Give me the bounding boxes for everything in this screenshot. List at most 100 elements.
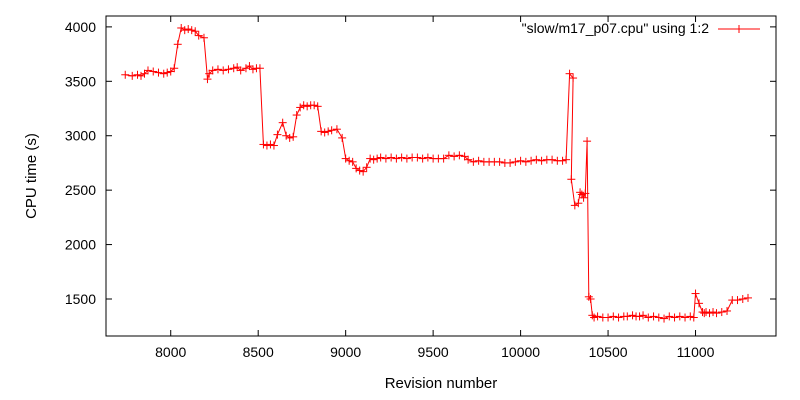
data-point [184, 25, 193, 34]
data-point [282, 131, 291, 140]
data-point [474, 156, 483, 165]
data-point [588, 311, 597, 320]
data-point [327, 126, 336, 135]
data-point [548, 155, 557, 164]
data-point [660, 314, 669, 323]
data-point [584, 292, 593, 301]
data-point [224, 65, 233, 74]
data-point [366, 154, 375, 163]
data-point [143, 66, 152, 75]
x-tick-label: 8000 [155, 344, 186, 360]
data-point [299, 101, 308, 110]
y-tick-label: 3000 [65, 128, 96, 144]
data-point [359, 167, 368, 176]
data-point [369, 155, 378, 164]
data-point [173, 40, 182, 49]
data-point [569, 74, 578, 83]
data-point [649, 312, 658, 321]
data-point [439, 154, 448, 163]
data-point [609, 312, 618, 321]
data-point [444, 151, 453, 160]
data-point [537, 156, 546, 165]
data-point [460, 152, 469, 161]
data-point [628, 311, 637, 320]
data-point [590, 313, 599, 322]
data-point [229, 64, 238, 73]
series-line [125, 27, 749, 320]
data-point [567, 175, 576, 184]
data-point [581, 189, 590, 198]
data-point [177, 23, 186, 32]
data-point [681, 313, 690, 322]
x-tick-label: 8500 [243, 344, 274, 360]
y-tick-label: 2000 [65, 237, 96, 253]
data-point [387, 153, 396, 162]
data-point [418, 154, 427, 163]
data-point [455, 151, 464, 160]
data-point [310, 101, 319, 110]
data-point [413, 153, 422, 162]
data-point [450, 152, 459, 161]
data-point [241, 64, 250, 73]
x-tick-label: 11000 [677, 344, 715, 360]
data-point [712, 309, 721, 318]
data-point [738, 294, 747, 303]
y-tick-label: 2500 [65, 182, 96, 198]
data-point [187, 26, 196, 35]
data-point [362, 163, 371, 172]
data-point [332, 125, 341, 134]
data-point [154, 68, 163, 77]
y-axis-ticks: 1500 2000 2500 3000 3500 4000 [65, 19, 776, 307]
data-point [149, 67, 158, 76]
data-point [665, 312, 674, 321]
data-point [397, 153, 406, 162]
data-point [208, 66, 217, 75]
legend: "slow/m17_p07.cpu" using 1:2 [522, 20, 760, 36]
plot-frame [105, 15, 777, 337]
y-tick-label: 1500 [65, 291, 96, 307]
data-point [702, 308, 711, 317]
data-point [320, 128, 329, 137]
data-point [695, 299, 704, 308]
data-point [639, 311, 648, 320]
data-point [654, 313, 663, 322]
data-point [527, 156, 536, 165]
data-point [285, 133, 294, 142]
data-point [236, 66, 245, 75]
data-point [121, 70, 130, 79]
data-point [170, 64, 179, 73]
data-point [635, 312, 644, 321]
data-point [289, 132, 298, 141]
data-point [614, 313, 623, 322]
data-point [570, 201, 579, 210]
data-point [245, 62, 254, 71]
data-point [219, 66, 228, 75]
data-point [402, 154, 411, 163]
data-point [345, 156, 354, 165]
data-point [495, 157, 504, 166]
data-point [675, 312, 684, 321]
data-point [313, 102, 322, 111]
data-point [273, 130, 282, 139]
data-point [128, 71, 137, 80]
data-point [248, 65, 257, 74]
data-point [583, 137, 592, 146]
data-point [259, 140, 268, 149]
data-point [516, 156, 525, 165]
data-point [593, 312, 602, 321]
data-point [392, 154, 401, 163]
data-point [532, 155, 541, 164]
data-point [213, 65, 222, 74]
data-point [574, 199, 583, 208]
data-point [423, 153, 432, 162]
data-point [296, 103, 305, 112]
data-point [324, 127, 333, 136]
data-point [733, 296, 742, 305]
x-tick-label: 9500 [418, 344, 449, 360]
data-point [644, 313, 653, 322]
data-point [744, 293, 753, 302]
data-point [159, 69, 168, 78]
data-point [576, 188, 585, 197]
data-point [577, 190, 586, 199]
